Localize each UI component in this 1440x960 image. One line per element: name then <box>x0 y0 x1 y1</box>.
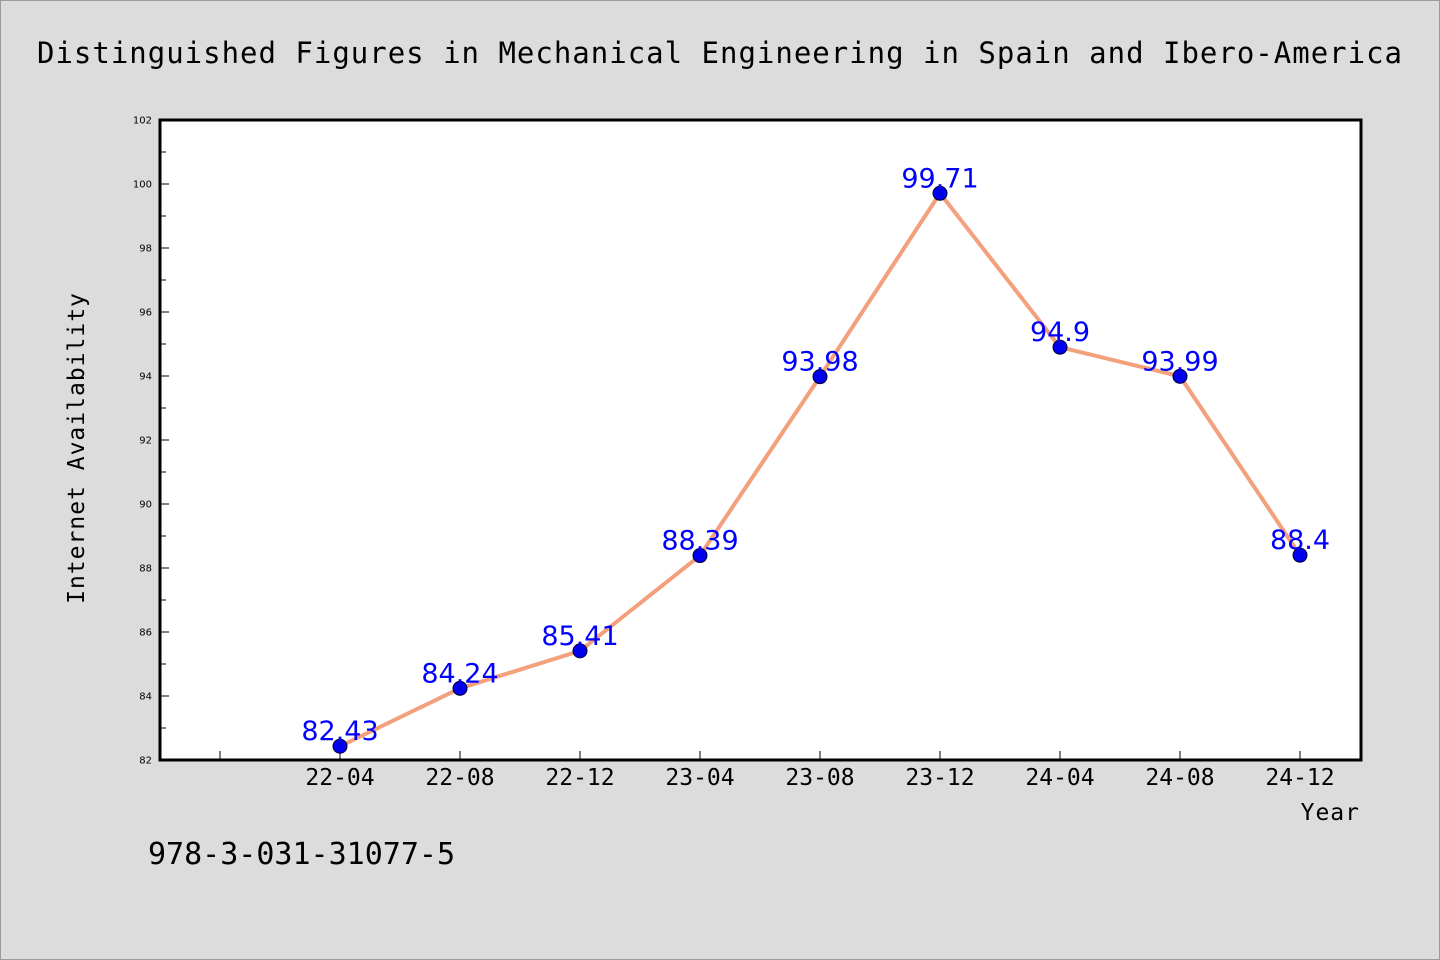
x-axis: 22-04 22-08 22-12 23-04 23-08 23-12 24-04 24-08… <box>219 751 1335 791</box>
data-labels: 82.43 84.24 85.41 88.39 93.98 99.71 94.9 93.99 8… <box>301 163 1330 747</box>
x-tick-label: 23-12 <box>905 765 974 791</box>
y-axis-label: Internet Availability <box>64 292 90 604</box>
x-tick-label: 23-08 <box>785 765 854 791</box>
data-point <box>932 185 948 201</box>
isbn-text: 978-3-031-31077-5 <box>148 837 455 872</box>
data-label: 88.39 <box>661 526 738 557</box>
y-tick-label: 96 <box>139 308 152 319</box>
data-label: 88.4 <box>1270 525 1330 556</box>
data-point <box>572 643 588 659</box>
data-label: 99.71 <box>901 163 978 194</box>
y-tick-label: 102 <box>133 116 152 127</box>
data-point <box>812 369 828 385</box>
data-point <box>1172 368 1188 384</box>
data-label: 94.9 <box>1030 317 1090 348</box>
data-point <box>1292 547 1308 563</box>
y-tick-label: 90 <box>139 500 152 511</box>
y-tick-label: 86 <box>139 628 152 639</box>
x-tick-label: 22-12 <box>545 765 614 791</box>
y-tick-label: 82 <box>139 756 152 767</box>
data-point <box>1052 339 1068 355</box>
data-label: 85.41 <box>541 621 618 652</box>
plot-border <box>158 118 1363 762</box>
data-point <box>692 548 708 564</box>
y-tick-label: 84 <box>139 692 152 703</box>
x-tick-label: 24-08 <box>1145 765 1214 791</box>
data-point <box>332 738 348 754</box>
x-tick-label: 22-08 <box>425 765 494 791</box>
y-tick-label: 100 <box>133 180 152 191</box>
plot-area <box>160 120 1361 760</box>
data-label: 93.99 <box>1141 346 1218 377</box>
x-axis-label: Year <box>1301 800 1360 826</box>
x-tick-label: 24-12 <box>1265 765 1334 791</box>
data-label: 93.98 <box>781 347 858 378</box>
data-label: 82.43 <box>301 716 378 747</box>
x-tick-label: 23-04 <box>665 765 734 791</box>
data-markers <box>332 185 1308 754</box>
y-tick-label: 88 <box>139 564 152 575</box>
y-tick-label: 92 <box>139 436 152 447</box>
data-label: 84.24 <box>421 658 498 689</box>
chart-title: Distinguished Figures in Mechanical Engi… <box>37 36 1403 70</box>
y-axis: 82 84 86 88 90 92 94 96 98 100 102 <box>133 116 169 767</box>
y-tick-label: 98 <box>139 244 152 255</box>
y-tick-label: 94 <box>139 372 152 383</box>
x-tick-label: 22-04 <box>305 765 374 791</box>
x-tick-label: 24-04 <box>1025 765 1094 791</box>
data-point <box>452 680 468 696</box>
